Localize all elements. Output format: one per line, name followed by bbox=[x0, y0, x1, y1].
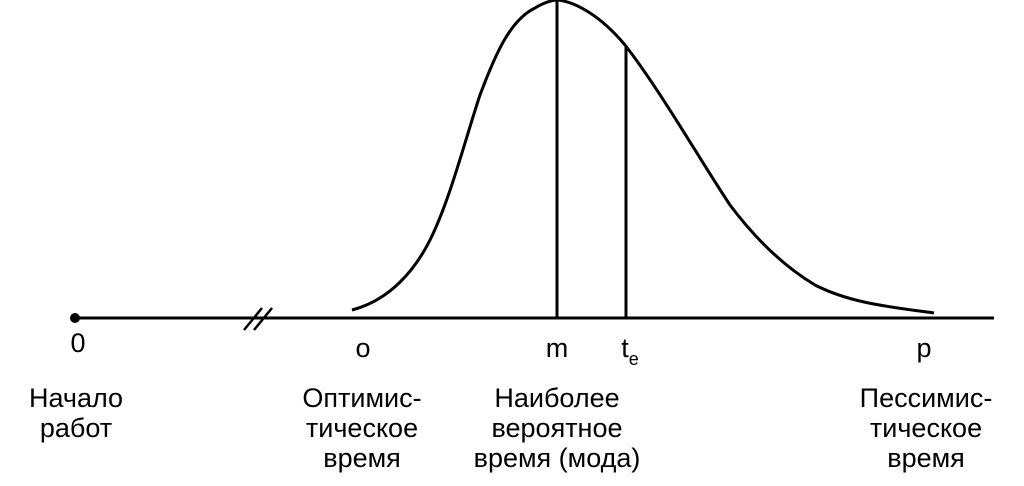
origin-point bbox=[70, 313, 80, 323]
start-label: Начало работ bbox=[6, 383, 146, 443]
start-label-line2: работ bbox=[39, 413, 113, 443]
mode-label-line1: Наиболее bbox=[494, 383, 620, 413]
mode-label: Наиболее вероятное время (мода) bbox=[457, 383, 657, 473]
tick-label-zero: 0 bbox=[70, 328, 86, 358]
distribution-curve bbox=[351, 0, 935, 315]
optimistic-label-line1: Оптимис- bbox=[302, 383, 422, 413]
pessimistic-label-line1: Пессимис- bbox=[859, 383, 993, 413]
tick-label-expected: te bbox=[610, 333, 650, 369]
optimistic-label: Оптимис- тическое время bbox=[282, 383, 442, 473]
pessimistic-label-line2: тическое bbox=[869, 413, 983, 443]
mode-label-line3: время (мода) bbox=[473, 443, 641, 473]
optimistic-label-line2: тическое bbox=[305, 413, 419, 443]
optimistic-label-line3: время bbox=[323, 443, 401, 473]
axis-break-marks bbox=[243, 307, 273, 331]
mode-label-line2: вероятное bbox=[491, 413, 623, 443]
tick-label-expected-subscript: e bbox=[628, 349, 639, 369]
tick-label-expected-main: t bbox=[621, 333, 629, 363]
pessimistic-label: Пессимис- тическое время bbox=[838, 383, 1014, 473]
tick-label-mode: m bbox=[545, 333, 569, 363]
tick-label-optimistic: o bbox=[355, 333, 371, 363]
pessimistic-label-line3: время bbox=[887, 443, 965, 473]
start-label-line1: Начало bbox=[28, 383, 124, 413]
tick-label-pessimistic: p bbox=[916, 333, 932, 363]
